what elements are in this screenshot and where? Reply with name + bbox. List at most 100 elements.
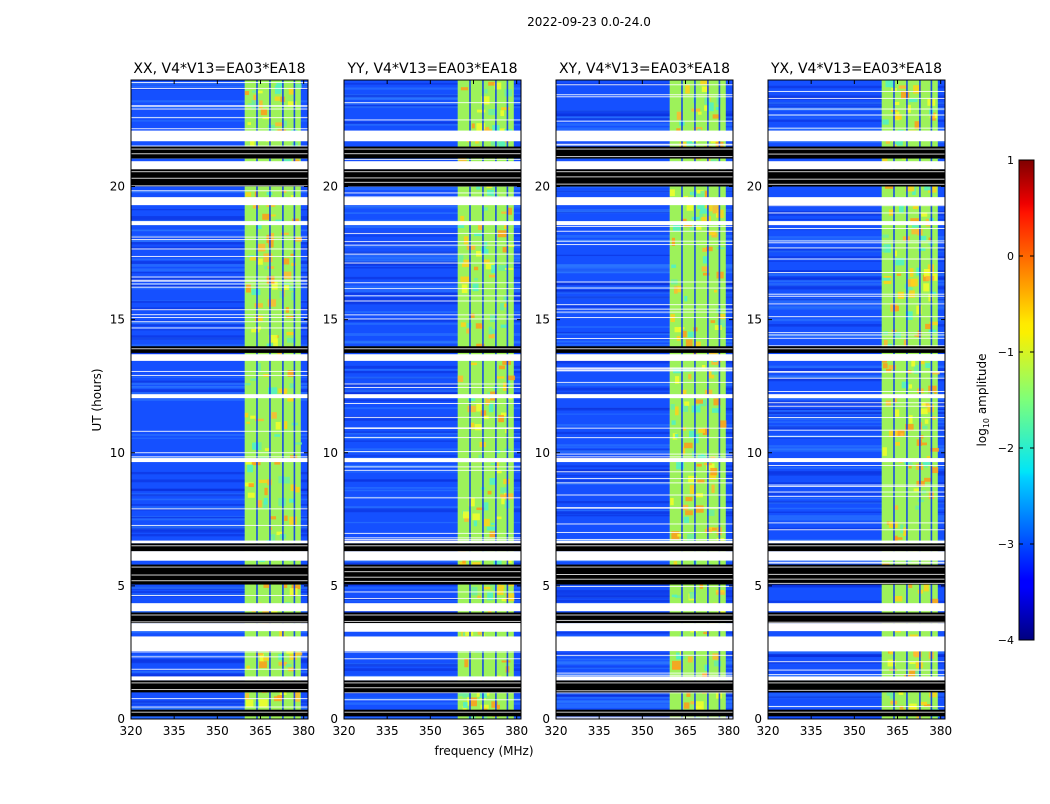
- blank-band: [131, 197, 308, 206]
- y-tick-label: 0: [330, 712, 338, 726]
- x-tick-label: 350: [206, 724, 229, 738]
- blank-band: [768, 623, 945, 632]
- x-tick-label: 320: [545, 724, 568, 738]
- y-tick-label: 5: [117, 579, 125, 593]
- blank-band: [131, 458, 308, 463]
- panel-plot-area: [768, 80, 945, 719]
- x-tick-label: 380: [929, 724, 952, 738]
- flagged-band: [556, 146, 733, 159]
- panel-xx: XX, V4*V13=EA03*EA18 320 335 350 365 380 0 5 10 1…: [110, 61, 315, 738]
- x-tick-label: 350: [419, 724, 442, 738]
- y-tick-label: 0: [117, 712, 125, 726]
- flagged-band: [131, 680, 308, 693]
- figure-title: 2022-09-23 0.0-24.0: [527, 15, 651, 29]
- blank-band: [344, 130, 521, 142]
- flagged-band: [131, 612, 308, 624]
- blank-band: [344, 354, 521, 361]
- flagged-band: [556, 543, 733, 552]
- x-tick-label: 335: [588, 724, 611, 738]
- blank-band: [344, 540, 521, 544]
- flagged-band: [556, 612, 733, 624]
- flagged-band: [344, 680, 521, 693]
- panel-frame: [555, 79, 734, 720]
- x-tick-label: 380: [505, 724, 528, 738]
- blank-band: [768, 458, 945, 463]
- x-tick-label: 350: [631, 724, 654, 738]
- blank-band: [768, 676, 945, 681]
- blank-band: [131, 551, 308, 561]
- panel-title: YX, V4*V13=EA03*EA18: [770, 61, 942, 77]
- y-tick-label: 10: [747, 446, 762, 460]
- blank-band: [131, 623, 308, 632]
- blank-band: [344, 623, 521, 632]
- y-tick-label: 15: [323, 313, 338, 327]
- blank-band: [768, 130, 945, 142]
- blank-band: [344, 676, 521, 681]
- y-tick-label: 20: [323, 180, 338, 194]
- y-tick-label: 5: [330, 579, 338, 593]
- flagged-band: [344, 612, 521, 624]
- x-tick-label: 365: [886, 724, 909, 738]
- blank-band: [768, 394, 945, 399]
- y-tick-label: 10: [535, 446, 550, 460]
- blank-band: [556, 221, 733, 226]
- blank-band: [768, 603, 945, 612]
- blank-band: [131, 130, 308, 142]
- panel-title: YY, V4*V13=EA03*EA18: [346, 61, 517, 77]
- x-tick-label: 335: [800, 724, 823, 738]
- flagged-band: [344, 564, 521, 585]
- blank-band: [344, 636, 521, 652]
- x-tick-label: 365: [249, 724, 272, 738]
- blank-band: [131, 354, 308, 361]
- flagged-band: [556, 346, 733, 353]
- flagged-band: [556, 169, 733, 187]
- flagged-band: [344, 709, 521, 717]
- blank-band: [556, 354, 733, 361]
- panel-xy: XY, V4*V13=EA03*EA18 320 335 350 365 380 0 5 10 1…: [535, 61, 740, 738]
- x-tick-label: 320: [757, 724, 780, 738]
- y-tick-label: 10: [323, 446, 338, 460]
- blank-band: [344, 603, 521, 612]
- flagged-band: [131, 146, 308, 159]
- panel-yx: YX, V4*V13=EA03*EA18 320 335 350 365 380 0 5 10 1…: [747, 61, 952, 738]
- blank-band: [556, 623, 733, 632]
- y-tick-label: 10: [110, 446, 125, 460]
- panels: XX, V4*V13=EA03*EA18 320 335 350 365 380 0 5 10 1…: [110, 61, 952, 738]
- x-tick-label: 320: [120, 724, 143, 738]
- blank-band: [131, 161, 308, 170]
- x-tick-label: 365: [462, 724, 485, 738]
- blank-band: [556, 540, 733, 544]
- y-tick-label: 0: [754, 712, 762, 726]
- x-tick-label: 335: [163, 724, 186, 738]
- blank-band: [344, 458, 521, 463]
- colorbar-tick-label: −2: [998, 442, 1014, 455]
- x-tick-label: 350: [843, 724, 866, 738]
- panel-plot-area: [556, 80, 733, 719]
- flagged-band: [344, 543, 521, 552]
- y-tick-label: 20: [747, 180, 762, 194]
- flagged-band: [556, 680, 733, 693]
- panel-title: XX, V4*V13=EA03*EA18: [133, 61, 305, 77]
- colorbar-tick-label: 1: [1007, 154, 1014, 167]
- blank-band: [556, 551, 733, 561]
- blank-band: [344, 394, 521, 399]
- flagged-band: [768, 543, 945, 552]
- blank-band: [344, 161, 521, 170]
- blank-band: [131, 540, 308, 544]
- blank-band: [556, 394, 733, 399]
- blank-band: [768, 354, 945, 361]
- flagged-band: [131, 709, 308, 717]
- panel-plot-area: [131, 80, 308, 719]
- blank-band: [768, 636, 945, 652]
- blank-band: [344, 221, 521, 226]
- y-tick-label: 0: [542, 712, 550, 726]
- blank-band: [556, 603, 733, 612]
- blank-band: [131, 636, 308, 652]
- blank-band: [556, 161, 733, 170]
- panel-frame: [130, 79, 309, 720]
- y-tick-label: 15: [535, 313, 550, 327]
- blank-band: [768, 161, 945, 170]
- flagged-band: [768, 169, 945, 187]
- blank-band: [556, 458, 733, 463]
